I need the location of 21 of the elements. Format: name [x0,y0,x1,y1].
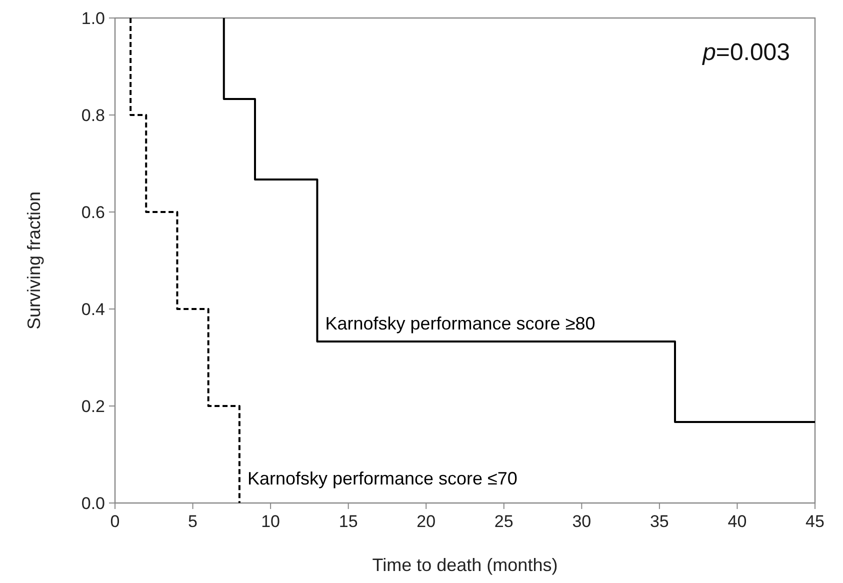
series-label: Karnofsky performance score ≥80 [325,313,596,334]
y-tick-label: 0.4 [81,300,105,319]
x-tick-label: 15 [338,512,358,531]
y-axis-title: Surviving fraction [24,191,44,330]
x-tick-label: 30 [572,512,592,531]
x-tick-label: 40 [728,512,747,531]
x-tick-label: 35 [650,512,669,531]
x-tick-label: 0 [110,512,120,531]
series-label: Karnofsky performance score ≤70 [247,468,518,488]
y-tick-label: 0.0 [81,494,105,513]
y-tick-label: 1.0 [81,8,105,28]
y-tick-label: 0.2 [81,396,105,416]
x-tick-label: 45 [806,512,824,531]
x-tick-label: 10 [261,512,280,531]
x-tick-label: 25 [494,512,514,531]
annotation: p=0.003 [702,39,790,66]
x-axis-title: Time to death (months) [372,555,558,575]
y-tick-label: 0.6 [81,202,105,222]
x-tick-label: 20 [416,512,436,531]
x-tick-label: 5 [188,512,198,531]
y-tick-label: 0.8 [81,106,105,125]
